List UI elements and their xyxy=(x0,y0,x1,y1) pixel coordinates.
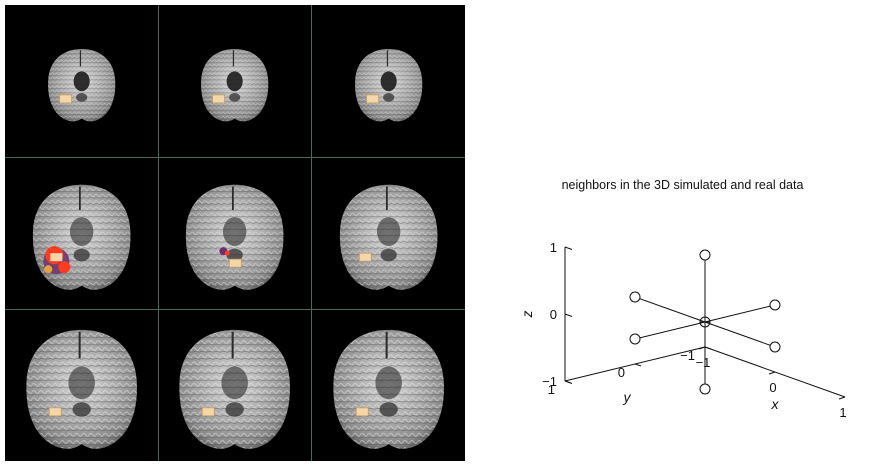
brain-slice-image xyxy=(354,49,422,122)
x-tick-label: 0 xyxy=(769,380,776,395)
neighbor-point xyxy=(769,299,781,311)
neighbor-points xyxy=(629,249,781,395)
neighbor-spoke xyxy=(704,321,776,348)
brain-slice-3 xyxy=(311,5,465,157)
z-tick-label: −1 xyxy=(542,374,557,389)
y-tick-label: 1 xyxy=(548,382,555,397)
brain-slice-image xyxy=(201,49,269,122)
y-tick xyxy=(704,346,712,350)
neighbor-point xyxy=(699,249,711,261)
brain-slice-image xyxy=(48,49,116,122)
z-tick xyxy=(564,246,573,250)
grid-line-vertical xyxy=(311,5,313,461)
neighbor-point xyxy=(629,291,641,303)
grid-line-horizontal xyxy=(5,308,465,310)
brain-slice-5 xyxy=(158,157,312,309)
brain-slice-image xyxy=(32,184,131,290)
brain-slice-image xyxy=(333,329,444,449)
brain-slice-6 xyxy=(311,157,465,309)
y-tick-label: 0 xyxy=(618,365,625,380)
brain-slice-7 xyxy=(5,309,159,461)
z-axis-label: z xyxy=(519,311,535,319)
brain-slice-image xyxy=(26,329,137,449)
y-tick-label: −1 xyxy=(680,348,695,363)
y-axis-label: y xyxy=(623,389,632,405)
neighbor-point xyxy=(699,383,711,395)
x-tick-label: −1 xyxy=(696,355,711,370)
brain-slice-8 xyxy=(158,309,312,461)
brain-slice-grid xyxy=(5,5,465,461)
y-tick xyxy=(564,380,572,384)
x-tick-label: 1 xyxy=(839,405,846,420)
y-tick xyxy=(634,363,642,367)
neighbor-point xyxy=(769,341,781,353)
neighbor-spoke xyxy=(634,321,706,340)
brain-slice-4 xyxy=(5,157,159,309)
neighbor-spoke xyxy=(704,304,776,323)
z-tick-label: 1 xyxy=(550,240,557,255)
grid-line-horizontal xyxy=(5,156,465,158)
grid-line-vertical xyxy=(157,5,159,461)
neighbor-spokes xyxy=(634,255,776,389)
brain-slice-image xyxy=(186,184,284,290)
x-tick xyxy=(768,371,776,375)
brain-slice-1 xyxy=(5,5,159,157)
brain-slice-9 xyxy=(311,309,465,461)
x-axis-label: x xyxy=(771,396,780,412)
x-tick xyxy=(838,396,846,400)
z-tick-label: 0 xyxy=(550,307,557,322)
z-tick xyxy=(564,313,573,317)
neighbor-spoke xyxy=(634,296,706,323)
x-tick xyxy=(698,346,706,350)
brain-slice-2 xyxy=(158,5,312,157)
brain-slice-image xyxy=(179,329,291,449)
neighbor-point xyxy=(629,333,641,345)
brain-slice-image xyxy=(339,184,438,290)
plot-axes xyxy=(564,246,846,400)
plot-title: neighbors in the 3D simulated and real d… xyxy=(561,178,804,192)
